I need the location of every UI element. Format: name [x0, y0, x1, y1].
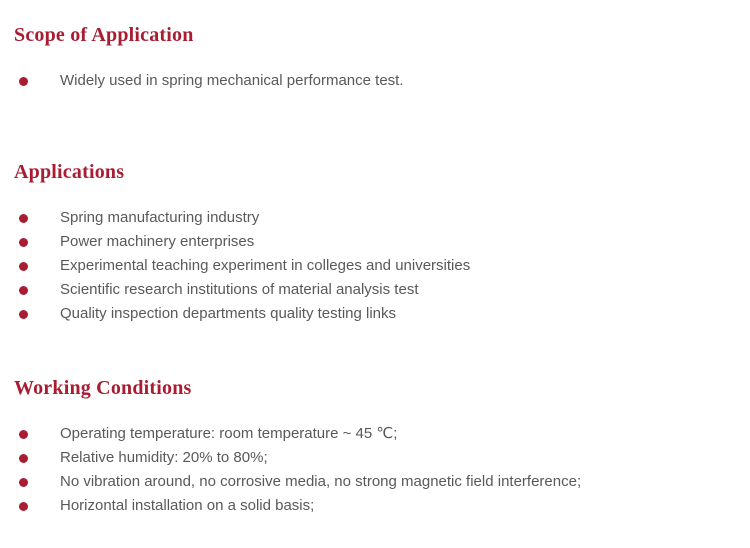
list-item-text: Scientific research institutions of mate…	[60, 281, 419, 298]
list-item: Quality inspection departments quality t…	[14, 302, 730, 326]
bullet-icon	[19, 477, 28, 487]
list-item: Widely used in spring mechanical perform…	[14, 69, 730, 93]
bullet-icon	[19, 213, 28, 223]
bullet-icon	[19, 309, 28, 319]
list-item: Relative humidity: 20% to 80%;	[14, 446, 730, 470]
bullet-icon	[19, 453, 28, 463]
section-working-conditions: Working Conditions Operating temperature…	[14, 377, 730, 518]
list-item: Spring manufacturing industry	[14, 206, 730, 230]
bullet-icon	[19, 429, 28, 439]
list-item-text: Operating temperature: room temperature …	[60, 425, 398, 442]
list-item: Experimental teaching experiment in coll…	[14, 254, 730, 278]
list-item-text: Spring manufacturing industry	[60, 209, 260, 226]
bullet-icon	[19, 237, 28, 247]
section-heading-working-conditions: Working Conditions	[14, 377, 192, 399]
list-item: Power machinery enterprises	[14, 230, 730, 254]
list-item-text: Relative humidity: 20% to 80%;	[60, 449, 268, 466]
list-item: Horizontal installation on a solid basis…	[14, 494, 730, 518]
list-item-text: Widely used in spring mechanical perform…	[60, 72, 404, 89]
list-item-text: No vibration around, no corrosive media,…	[60, 473, 582, 490]
list-item: Operating temperature: room temperature …	[14, 422, 730, 446]
working-conditions-bullet-list: Operating temperature: room temperature …	[14, 422, 730, 518]
section-scope-of-application: Scope of Application Widely used in spri…	[14, 24, 730, 93]
list-item-text: Horizontal installation on a solid basis…	[60, 497, 315, 514]
bullet-icon	[19, 261, 28, 271]
bullet-icon	[19, 285, 28, 295]
section-heading-scope-of-application: Scope of Application	[14, 24, 194, 46]
list-item-text: Quality inspection departments quality t…	[60, 305, 397, 322]
list-item-text: Experimental teaching experiment in coll…	[60, 257, 471, 274]
list-item: Scientific research institutions of mate…	[14, 278, 730, 302]
scope-bullet-list: Widely used in spring mechanical perform…	[14, 69, 730, 93]
bullet-icon	[19, 76, 28, 86]
list-item-text: Power machinery enterprises	[60, 233, 255, 250]
applications-bullet-list: Spring manufacturing industry Power mach…	[14, 206, 730, 326]
bullet-icon	[19, 501, 28, 511]
list-item: No vibration around, no corrosive media,…	[14, 470, 730, 494]
section-heading-applications: Applications	[14, 161, 125, 183]
section-applications: Applications Spring manufacturing indust…	[14, 161, 730, 326]
